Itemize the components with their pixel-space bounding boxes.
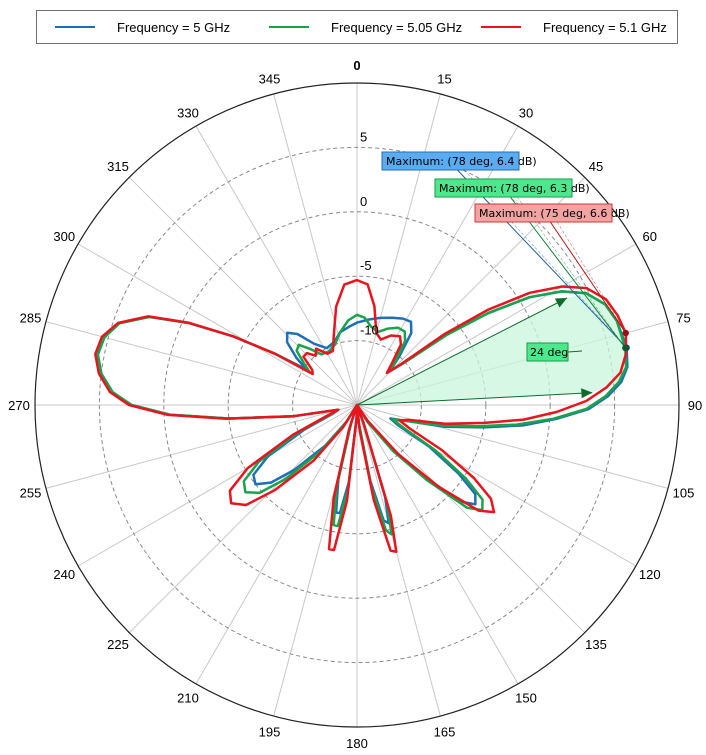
plot-curves — [94, 278, 629, 554]
legend-item-5-05ghz[interactable]: Frequency = 5.05 GHz — [269, 11, 462, 43]
angle-label: 270 — [8, 398, 30, 413]
angle-label: 150 — [515, 691, 537, 706]
annotation-leader-line — [556, 221, 626, 334]
radial-gridring — [163, 211, 551, 599]
radial-label: -10 — [360, 323, 379, 338]
angle-label: 120 — [639, 567, 661, 582]
radial-gridring — [292, 340, 422, 470]
angle-label: 15 — [437, 72, 451, 87]
angle-gridline — [45, 404, 358, 489]
max-point-marker — [622, 329, 629, 337]
angle-gridline — [356, 404, 637, 567]
max-annotation-box — [434, 178, 573, 198]
angle-label: 45 — [589, 159, 603, 174]
angle-gridline — [77, 243, 358, 406]
angle-gridline — [356, 125, 519, 406]
chart-legend: Frequency = 5 GHz Frequency = 5.05 GHz F… — [36, 10, 678, 44]
angle-label: 180 — [346, 736, 368, 751]
angle-gridline — [356, 243, 637, 406]
max-annotation-text: Maximum: (78 deg, 6.4 dB) — [386, 155, 537, 168]
angle-gridline — [195, 404, 358, 685]
angle-label: 225 — [107, 637, 129, 652]
angle-gridline — [356, 404, 519, 685]
max-point-marker — [622, 344, 629, 352]
angle-gridline — [195, 125, 358, 406]
max-annotation-text: Maximum: (75 deg, 6.6 dB) — [479, 207, 630, 220]
legend-label: Frequency = 5 GHz — [117, 19, 231, 35]
beamwidth-edge-line — [356, 392, 593, 406]
angle-label: 60 — [642, 229, 656, 244]
beamwidth-leader-line — [567, 350, 583, 353]
outer-circle — [34, 82, 680, 728]
beamwidth-label-box — [526, 342, 569, 362]
legend-item-5-1ghz[interactable]: Frequency = 5.1 GHz — [481, 11, 667, 43]
outer-circle-ring — [34, 82, 680, 728]
angle-gridline — [45, 321, 358, 406]
beamwidth-marker — [356, 293, 627, 406]
angle-gridline — [356, 93, 441, 406]
annotation-leader-line — [549, 221, 627, 334]
angle-label: 240 — [53, 567, 75, 582]
series-curve-2 — [94, 278, 628, 554]
arrowhead-icon — [554, 297, 568, 308]
angle-label: 285 — [20, 311, 42, 326]
annotation-leader-line — [456, 169, 627, 349]
annotation-leader-line — [463, 169, 627, 348]
legend-item-5ghz[interactable]: Frequency = 5 GHz — [55, 11, 230, 43]
angle-labels: 0 15 30 45 60 75 90 105 120 135 150 165 180 195 210 225… — [8, 58, 702, 751]
angle-label: 315 — [107, 159, 129, 174]
angle-label: 255 — [20, 485, 42, 500]
angle-gridline — [356, 404, 441, 717]
angle-label: 345 — [259, 72, 281, 87]
beamwidth-fill — [357, 293, 627, 405]
legend-swatch-line — [481, 26, 521, 28]
legend-label: Frequency = 5.1 GHz — [543, 19, 667, 35]
angle-label: 30 — [519, 105, 533, 120]
max-annotation-box — [381, 151, 520, 171]
angle-label: 75 — [676, 311, 690, 326]
radial-labels: -10 -5 0 5 — [360, 129, 379, 337]
angle-label: 195 — [259, 724, 281, 739]
legend-swatch-line — [269, 26, 309, 28]
max-annotation-box — [474, 203, 613, 223]
angle-label: 210 — [177, 691, 199, 706]
radial-gridring — [98, 146, 616, 664]
angle-gridline — [128, 176, 358, 406]
beamwidth-edge-line — [356, 297, 568, 406]
legend-swatch-line — [55, 26, 95, 28]
arrowhead-icon — [581, 388, 593, 399]
angle-gridline — [77, 404, 358, 567]
beamwidth-label-text: 24 deg — [530, 346, 568, 359]
radial-label: 0 — [360, 194, 367, 209]
radial-label: 5 — [360, 129, 367, 144]
radial-gridring — [227, 275, 487, 535]
angle-label: 105 — [673, 485, 695, 500]
angle-label: 135 — [585, 637, 607, 652]
angle-gridline — [356, 404, 669, 489]
radial-label: -5 — [360, 258, 372, 273]
legend-label: Frequency = 5.05 GHz — [331, 19, 463, 35]
angle-label: 0 — [353, 58, 360, 73]
angle-gridline — [273, 93, 358, 406]
angle-gridline — [128, 404, 358, 634]
max-annotation-text: Maximum: (78 deg, 6.3 dB) — [439, 182, 590, 195]
angle-label: 165 — [434, 724, 456, 739]
angle-label: 330 — [177, 105, 199, 120]
max-annotations: Maximum: (78 deg, 6.4 dB) Maximum: (78 de… — [381, 151, 630, 362]
angle-gridline — [356, 404, 586, 634]
angle-label: 300 — [53, 229, 75, 244]
angle-label: 90 — [688, 398, 702, 413]
